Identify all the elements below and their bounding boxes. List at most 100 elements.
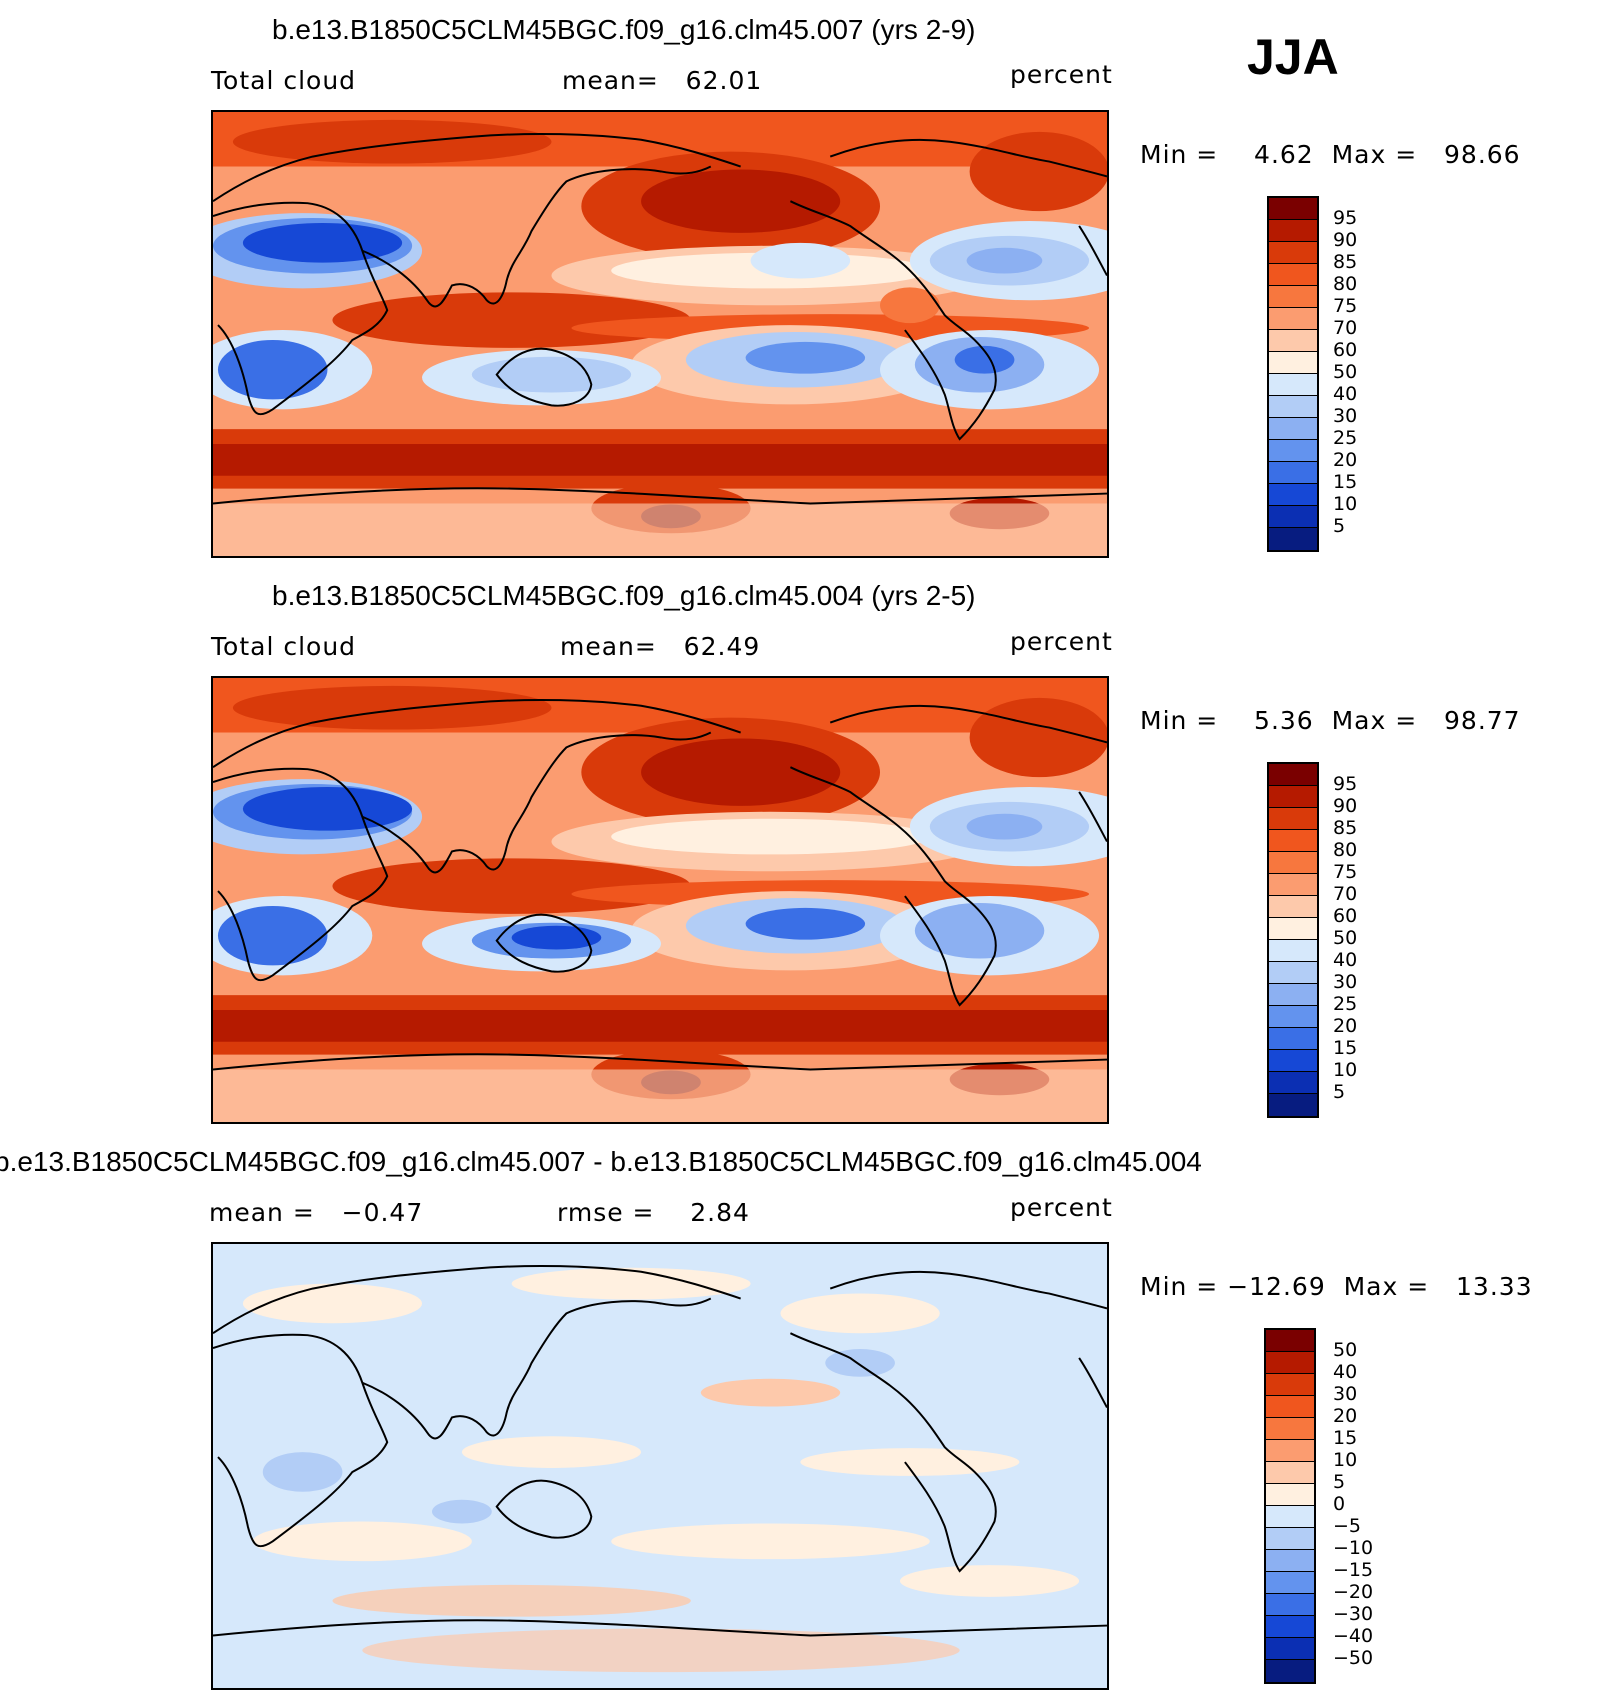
- panel-3-mean-label: mean = −0.47: [209, 1198, 424, 1227]
- panel-2-minmax: Min = 5.36 Max = 98.77: [1140, 706, 1521, 735]
- colorbar-tick-label: 5: [1333, 1081, 1346, 1103]
- panel-2-mean-label: mean= 62.49: [560, 632, 761, 661]
- colorbar-tick-label: 40: [1333, 949, 1358, 971]
- colorbar-swatch: [1266, 1352, 1314, 1374]
- panel-2-variable-label: Total cloud: [211, 632, 357, 661]
- colorbar-swatch: [1266, 1440, 1314, 1462]
- colorbar-swatch: [1269, 396, 1317, 418]
- colorbar-swatch: [1269, 506, 1317, 528]
- colorbar-tick-label: 10: [1333, 493, 1358, 515]
- colorbar-swatch: [1269, 764, 1317, 786]
- colorbar-swatch: [1269, 462, 1317, 484]
- colorbar-swatch: [1269, 220, 1317, 242]
- colorbar-tick-label: 80: [1333, 839, 1358, 861]
- colorbar-swatch: [1269, 440, 1317, 462]
- colorbar-tick-label: 90: [1333, 229, 1358, 251]
- season-label: JJA: [1247, 29, 1339, 85]
- colorbar-swatch: [1266, 1506, 1314, 1528]
- colorbar-tick-label: −30: [1333, 1603, 1374, 1625]
- colorbar-tick-label: 95: [1333, 207, 1358, 229]
- colorbar-tick-label: 75: [1333, 861, 1358, 883]
- colorbar-swatch: [1269, 918, 1317, 940]
- colorbar-swatch: [1269, 1072, 1317, 1094]
- panel-3-rmse-label: rmse = 2.84: [557, 1198, 750, 1227]
- colorbar-tick-label: 50: [1333, 361, 1358, 383]
- colorbar-tick-label: 80: [1333, 273, 1358, 295]
- colorbar-tick-label: 5: [1333, 1471, 1346, 1493]
- colorbar-tick-label: −50: [1333, 1647, 1374, 1669]
- panel-2-colorbar-labels: 95 90 85 80 75 70 60 50 40 30 25 20 15 10 5: [1333, 762, 1393, 1118]
- colorbar-tick-label: 15: [1333, 1037, 1358, 1059]
- colorbar-swatch: [1266, 1616, 1314, 1638]
- colorbar-swatch: [1266, 1550, 1314, 1572]
- colorbar-tick-label: −5: [1333, 1515, 1362, 1537]
- panel-1-map: [211, 110, 1109, 558]
- colorbar-swatch: [1269, 264, 1317, 286]
- panel-3-colorbar-labels: 50 40 30 20 15 10 5 0 −5 −10 −15 −20 −30 −40 −50: [1333, 1328, 1403, 1684]
- colorbar-tick-label: 40: [1333, 383, 1358, 405]
- colorbar-swatch: [1266, 1484, 1314, 1506]
- colorbar-swatch: [1269, 418, 1317, 440]
- colorbar-swatch: [1269, 830, 1317, 852]
- colorbar-swatch: [1269, 874, 1317, 896]
- colorbar-swatch: [1269, 940, 1317, 962]
- colorbar-tick-label: 60: [1333, 905, 1358, 927]
- colorbar-swatch: [1269, 198, 1317, 220]
- colorbar-swatch: [1269, 896, 1317, 918]
- panel-3-map: [211, 1242, 1109, 1690]
- colorbar-tick-label: −20: [1333, 1581, 1374, 1603]
- panel-3-colorbar: [1264, 1328, 1316, 1684]
- colorbar-swatch: [1269, 242, 1317, 264]
- colorbar-tick-label: 20: [1333, 1015, 1358, 1037]
- colorbar-swatch: [1266, 1462, 1314, 1484]
- panel-3-field: [213, 1244, 1107, 1688]
- panel-3-units-label: percent: [1010, 1193, 1113, 1222]
- panel-1-colorbar-labels: 95 90 85 80 75 70 60 50 40 30 25 20 15 10 5: [1333, 196, 1393, 552]
- colorbar-swatch: [1269, 786, 1317, 808]
- panel-2-colorbar: [1267, 762, 1319, 1118]
- colorbar-tick-label: 10: [1333, 1059, 1358, 1081]
- colorbar-tick-label: 95: [1333, 773, 1358, 795]
- colorbar-tick-label: 5: [1333, 515, 1346, 537]
- colorbar-swatch: [1266, 1528, 1314, 1550]
- colorbar-swatch: [1269, 352, 1317, 374]
- colorbar-tick-label: 75: [1333, 295, 1358, 317]
- colorbar-tick-label: 0: [1333, 1493, 1346, 1515]
- colorbar-tick-label: −10: [1333, 1537, 1374, 1559]
- colorbar-tick-label: 50: [1333, 1339, 1358, 1361]
- colorbar-swatch: [1269, 962, 1317, 984]
- panel-1-colorbar: [1267, 196, 1319, 552]
- panel-3-title: b.e13.B1850C5CLM45BGC.f09_g16.clm45.007 …: [0, 1146, 1202, 1177]
- panel-1-title: b.e13.B1850C5CLM45BGC.f09_g16.clm45.007 …: [272, 14, 976, 45]
- panel-1-variable-label: Total cloud: [211, 66, 357, 95]
- colorbar-swatch: [1269, 484, 1317, 506]
- colorbar-swatch: [1266, 1330, 1314, 1352]
- panel-2-title: b.e13.B1850C5CLM45BGC.f09_g16.clm45.004 …: [272, 580, 976, 611]
- colorbar-tick-label: 20: [1333, 449, 1358, 471]
- colorbar-tick-label: 85: [1333, 251, 1358, 273]
- colorbar-swatch: [1269, 1006, 1317, 1028]
- panel-2-map: [211, 676, 1109, 1124]
- colorbar-tick-label: 30: [1333, 405, 1358, 427]
- colorbar-tick-label: 90: [1333, 795, 1358, 817]
- colorbar-tick-label: 15: [1333, 471, 1358, 493]
- colorbar-swatch: [1266, 1418, 1314, 1440]
- panel-1-minmax: Min = 4.62 Max = 98.66: [1140, 140, 1521, 169]
- colorbar-tick-label: 50: [1333, 927, 1358, 949]
- colorbar-tick-label: −15: [1333, 1559, 1374, 1581]
- panel-2-units-label: percent: [1010, 627, 1113, 656]
- panel-1-field: [213, 112, 1107, 556]
- colorbar-tick-label: 60: [1333, 339, 1358, 361]
- colorbar-tick-label: 70: [1333, 317, 1358, 339]
- panel-1-mean-label: mean= 62.01: [562, 66, 763, 95]
- colorbar-tick-label: 70: [1333, 883, 1358, 905]
- colorbar-swatch: [1269, 852, 1317, 874]
- panel-2-field: [213, 678, 1107, 1122]
- colorbar-swatch: [1269, 1050, 1317, 1072]
- colorbar-swatch: [1269, 528, 1317, 550]
- colorbar-swatch: [1266, 1660, 1314, 1682]
- colorbar-swatch: [1266, 1374, 1314, 1396]
- colorbar-tick-label: 15: [1333, 1427, 1358, 1449]
- colorbar-tick-label: 30: [1333, 1383, 1358, 1405]
- colorbar-swatch: [1266, 1572, 1314, 1594]
